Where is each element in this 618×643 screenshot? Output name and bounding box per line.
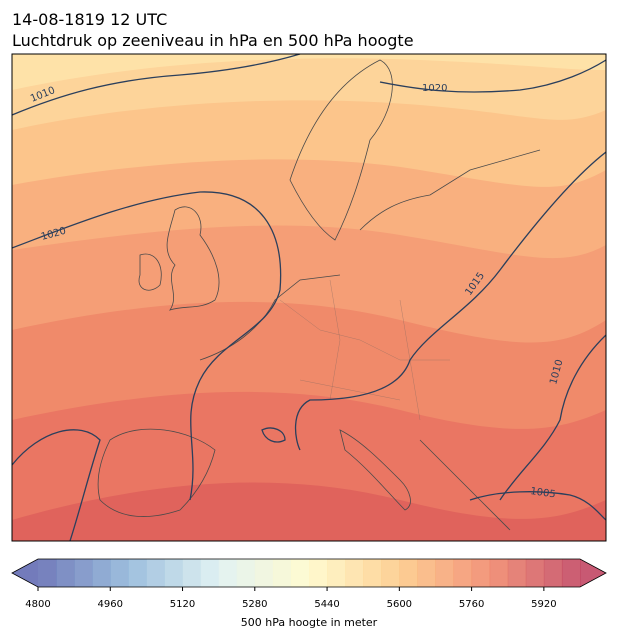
colorbar-segment xyxy=(507,559,527,587)
colorbar-segment xyxy=(236,559,256,587)
colorbar-tick-label: 5440 xyxy=(314,599,339,610)
colorbar-segment xyxy=(327,559,346,587)
colorbar-segment xyxy=(381,559,400,587)
colorbar-tick-label: 5920 xyxy=(531,599,556,610)
colorbar-segment xyxy=(164,559,184,587)
colorbar-segment xyxy=(200,559,220,587)
colorbar-tick-label: 4800 xyxy=(25,599,50,610)
colorbar-segment xyxy=(453,559,473,587)
colorbar-segment xyxy=(309,559,328,587)
colorbar-tick-label: 5600 xyxy=(387,599,412,610)
colorbar-tick-label: 4960 xyxy=(98,599,123,610)
map xyxy=(12,54,606,541)
colorbar: 4800 4960 5120 5280 5440 5600 5760 5920 xyxy=(11,558,607,610)
colorbar-segment xyxy=(525,559,545,587)
colorbar-segment xyxy=(471,559,491,587)
map-frame xyxy=(11,53,607,542)
colorbar-segment xyxy=(435,559,455,587)
colorbar-segment xyxy=(272,559,292,587)
colorbar-segment xyxy=(399,559,418,587)
colorbar-segment xyxy=(417,559,436,587)
colorbar-segment xyxy=(561,559,581,587)
colorbar-segment xyxy=(345,559,364,587)
colorbar-segment xyxy=(56,559,75,587)
colorbar-segment xyxy=(38,559,57,587)
colorbar-segment xyxy=(74,559,93,587)
colorbar-extend-high xyxy=(580,559,606,587)
colorbar-segment xyxy=(218,559,238,587)
colorbar-tick-label: 5760 xyxy=(459,599,484,610)
colorbar-segment xyxy=(110,559,129,587)
colorbar-extend-low xyxy=(12,559,38,587)
colorbar-segment xyxy=(363,559,382,587)
colorbar-segment xyxy=(290,559,310,587)
colorbar-segment xyxy=(146,559,165,587)
subtitle: Luchtdruk op zeeniveau in hPa en 500 hPa… xyxy=(12,31,414,50)
contour-label: 1020 xyxy=(422,83,447,94)
contour-label: 1005 xyxy=(530,486,557,500)
colorbar-segment xyxy=(92,559,111,587)
colorbar-segment xyxy=(543,559,563,587)
colorbar-tick-label: 5280 xyxy=(242,599,267,610)
colorbar-label: 500 hPa hoogte in meter xyxy=(241,616,378,629)
colorbar-segment xyxy=(128,559,147,587)
colorbar-segment xyxy=(254,559,274,587)
colorbar-segment xyxy=(489,559,509,587)
colorbar-tick-label: 5120 xyxy=(170,599,195,610)
title: 14-08-1819 12 UTC xyxy=(12,10,167,29)
colorbar-segment xyxy=(182,559,202,587)
colorbar-outline xyxy=(11,558,607,588)
